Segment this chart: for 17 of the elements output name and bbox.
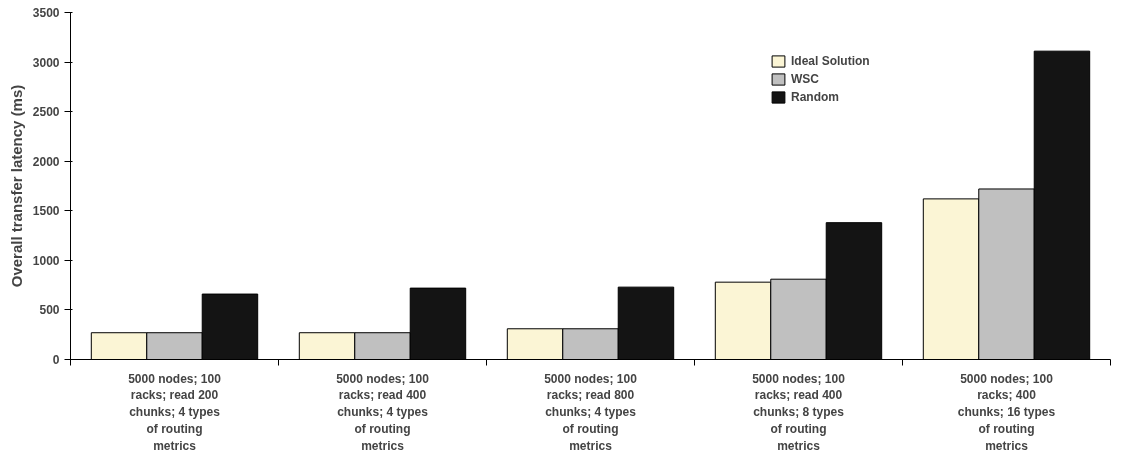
y-tick-label: 0 bbox=[52, 353, 60, 367]
y-tick-label: 2000 bbox=[32, 154, 60, 169]
y-tick-label: 2500 bbox=[32, 105, 60, 120]
legend-label: Random bbox=[791, 90, 839, 104]
y-tick-label: 1000 bbox=[32, 253, 60, 268]
y-tick-label: 1500 bbox=[32, 204, 60, 219]
legend-label: Ideal Solution bbox=[791, 54, 870, 68]
y-axis-title: Overall transfer latency (ms) bbox=[7, 84, 25, 288]
y-tick-label: 3000 bbox=[32, 55, 60, 70]
y-tick-label: 3500 bbox=[32, 6, 60, 20]
y-tick-label: 500 bbox=[39, 303, 60, 318]
x-tick-label: 5000 nodes; 100 racks; read 400 chunks; 4 types of routing metrics bbox=[336, 371, 430, 453]
x-tick-label: 5000 nodes; 100 racks; read 400 chunks; 8 types of routing metrics bbox=[752, 371, 846, 453]
x-tick-label: 5000 nodes; 100 racks; 400 chunks; 16 types of routing metrics bbox=[957, 371, 1056, 453]
x-tick-label: 5000 nodes; 100 racks; read 800 chunks; 4 types of routing metrics bbox=[544, 371, 638, 453]
legend-label: WSC bbox=[791, 72, 819, 86]
x-tick-label: 5000 nodes; 100 racks; read 200 chunks; 4 types of routing metrics bbox=[128, 371, 222, 453]
